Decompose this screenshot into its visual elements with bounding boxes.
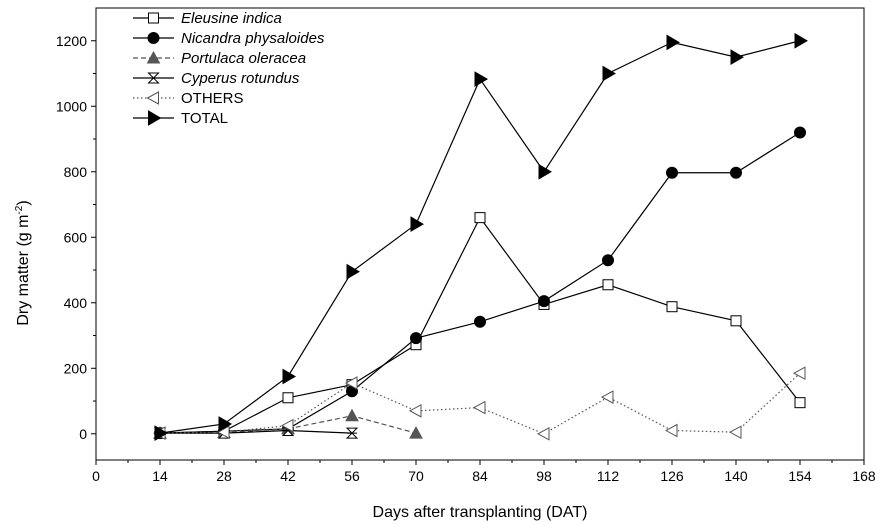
- x-tick-label: 84: [472, 468, 488, 484]
- x-tick-label: 154: [788, 468, 812, 484]
- series-line-total: [159, 40, 801, 434]
- data-point-others: [280, 418, 294, 433]
- data-point-others: [600, 390, 614, 404]
- legend-marker-nicandra-physaloides: [147, 32, 160, 44]
- x-tick-label: 140: [724, 468, 748, 484]
- legend-marker-total: [148, 110, 162, 126]
- data-point-eleusine-indica: [602, 279, 614, 291]
- data-point-others: [728, 425, 742, 440]
- y-axis-title-main: Dry matter (g m: [15, 215, 32, 326]
- data-point-others: [408, 404, 422, 418]
- legend: Eleusine indica Nicandra physaloides Portu…: [133, 10, 325, 127]
- data-point-eleusine-indica: [666, 301, 678, 313]
- y-axis-title: Dry matter (g m-2): [14, 200, 32, 325]
- legend-item-nicandra-physaloides: Nicandra physaloides: [133, 30, 325, 47]
- data-point-eleusine-indica: [794, 397, 806, 409]
- y-axis-title-sup: -2: [14, 205, 25, 214]
- data-point-others: [536, 426, 550, 441]
- data-point-total: [666, 34, 680, 51]
- data-point-eleusine-indica: [730, 315, 742, 327]
- x-tick-label: 56: [344, 468, 360, 484]
- y-tick-label: 400: [64, 295, 88, 311]
- y-tick-label: 0: [79, 426, 87, 442]
- data-point-nicandra-physaloides: [474, 315, 486, 328]
- y-axis: 0 200 400 600 800 1000 1200: [56, 33, 96, 442]
- data-point-nicandra-physaloides: [538, 295, 550, 308]
- data-point-total: [282, 368, 296, 385]
- y-tick-label: 1200: [56, 33, 87, 49]
- data-point-total: [346, 263, 360, 280]
- data-point-nicandra-physaloides: [410, 332, 422, 345]
- data-point-eleusine-indica: [474, 212, 486, 224]
- legend-label-portulaca-oleracea: Portulaca oleracea: [181, 50, 306, 67]
- data-point-eleusine-indica: [282, 392, 294, 404]
- legend-marker-others: [146, 91, 159, 105]
- data-point-total: [410, 216, 424, 233]
- data-point-nicandra-physaloides: [730, 166, 742, 179]
- x-axis-title: Days after transplanting (DAT): [373, 504, 588, 521]
- data-point-others: [792, 366, 806, 381]
- data-point-total: [474, 71, 488, 87]
- legend-marker-cyperus-rotundus: [147, 72, 160, 84]
- legend-label-nicandra-physaloides: Nicandra physaloides: [181, 30, 325, 47]
- y-tick-label: 200: [64, 360, 88, 376]
- x-tick-label: 70: [408, 468, 424, 484]
- series-line-others: [159, 372, 801, 435]
- y-tick-label: 1000: [56, 98, 87, 114]
- data-point-total: [602, 65, 616, 82]
- legend-item-portulaca-oleracea: Portulaca oleracea: [133, 50, 306, 67]
- data-point-nicandra-physaloides: [602, 254, 614, 267]
- y-tick-label: 800: [64, 164, 88, 180]
- x-axis: 0 14 28 42 56 70 84 98 112 126 140 154 168: [92, 460, 876, 484]
- x-tick-label: 0: [92, 468, 100, 484]
- x-tick-label: 42: [280, 468, 296, 484]
- legend-label-cyperus-rotundus: Cyperus rotundus: [181, 70, 300, 87]
- legend-label-eleusine-indica: Eleusine indica: [181, 10, 282, 27]
- data-point-portulaca-oleracea: [409, 426, 423, 439]
- data-point-total: [538, 163, 552, 180]
- legend-item-cyperus-rotundus: Cyperus rotundus: [133, 70, 300, 87]
- data-point-nicandra-physaloides: [666, 166, 678, 179]
- x-tick-label: 98: [536, 468, 552, 484]
- data-point-others: [344, 376, 358, 390]
- data-point-total: [154, 425, 168, 442]
- data-point-others: [664, 423, 678, 438]
- series-total: [154, 32, 808, 442]
- legend-item-others: OTHERS: [133, 90, 244, 107]
- x-tick-label: 112: [597, 468, 620, 484]
- series-line-cyperus-rotundus: [160, 429, 353, 434]
- series-layer: [152, 32, 808, 442]
- data-point-nicandra-physaloides: [794, 126, 806, 139]
- series-line-nicandra-physaloides: [159, 131, 801, 434]
- x-tick-label: 28: [216, 468, 232, 484]
- y-tick-label: 600: [64, 229, 88, 245]
- legend-marker-eleusine-indica: [148, 12, 159, 24]
- data-point-portulaca-oleracea: [345, 408, 359, 422]
- data-point-cyperus-rotundus: [345, 427, 359, 439]
- x-tick-label: 168: [852, 468, 876, 484]
- y-axis-title-end: ): [15, 200, 32, 205]
- legend-label-total: TOTAL: [181, 110, 228, 127]
- legend-marker-portulaca-oleracea: [146, 50, 161, 64]
- legend-item-eleusine-indica: Eleusine indica: [133, 10, 282, 27]
- legend-item-total: TOTAL: [133, 110, 228, 127]
- x-tick-label: 14: [152, 468, 168, 484]
- data-point-others: [472, 400, 486, 415]
- legend-label-others: OTHERS: [181, 90, 244, 107]
- x-tick-label: 126: [660, 468, 684, 484]
- data-point-total: [730, 49, 744, 66]
- data-point-total: [218, 416, 232, 432]
- data-point-others: [216, 425, 230, 440]
- data-point-total: [794, 32, 808, 49]
- series-nicandra-physaloides: [154, 126, 806, 440]
